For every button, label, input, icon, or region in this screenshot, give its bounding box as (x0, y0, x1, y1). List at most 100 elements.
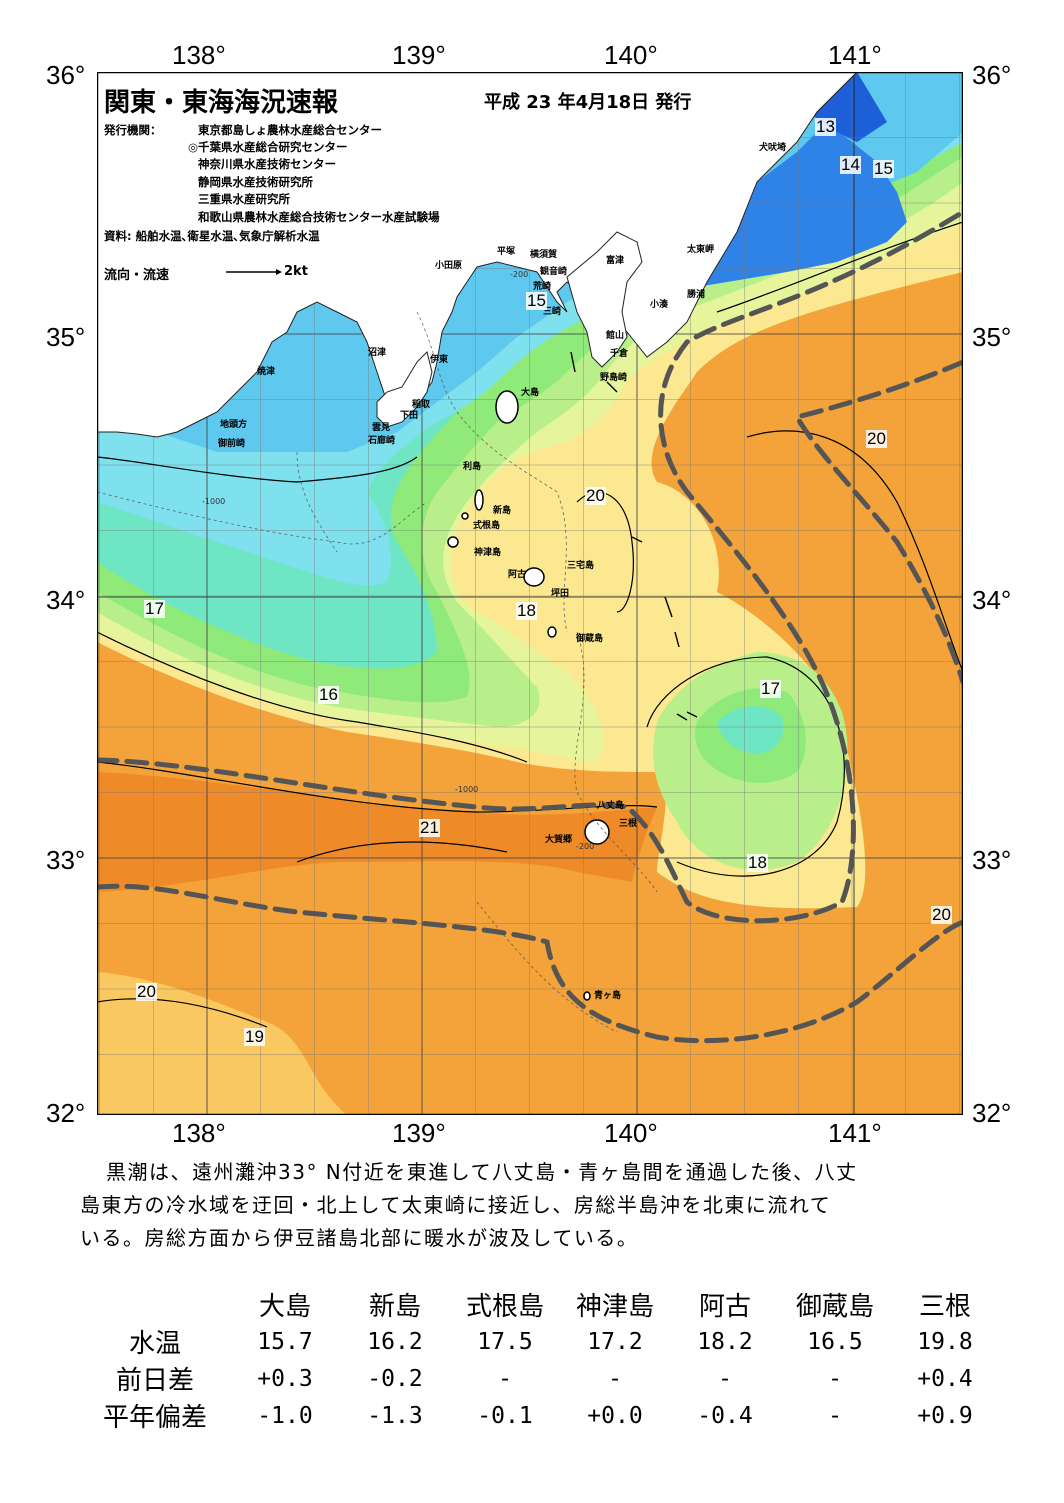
current-arrow (631, 536, 643, 543)
kozushima-island (447, 536, 459, 548)
isotherm-line (296, 841, 508, 863)
place-oshima: 大島 (521, 388, 540, 398)
place-inubozaki: 犬吠埼 (759, 143, 787, 153)
current-arrow (570, 351, 576, 373)
niijima-island (474, 489, 484, 511)
table-cell: - (498, 1365, 512, 1392)
lat-label-36-right: 36° (972, 60, 1012, 90)
table-cell: - (608, 1365, 622, 1392)
station-niijima: 新島 (368, 1292, 421, 1322)
lon-label-139: 139° (392, 40, 446, 70)
kuroshio-axis-south (97, 883, 963, 1044)
row-label: 前日差 (115, 1366, 194, 1396)
lon-label-141: 141° (828, 40, 882, 70)
table-cell: +0.9 (917, 1402, 973, 1429)
summary-line-3: いる。房総方面から伊豆諸島北部に暖水が波及している。 (80, 1226, 639, 1250)
kuroshio-axis (97, 209, 963, 1044)
place-yaizu: 焼津 (257, 367, 276, 377)
miyakejima-island (523, 567, 545, 587)
isotherm-label: 17 (760, 679, 781, 698)
map-title: 関東・東海海況速報 (104, 88, 339, 118)
place-aogashima: 青ヶ島 (594, 991, 622, 1001)
place-inatori: 稲取 (412, 400, 431, 410)
mikurajima-island (547, 626, 557, 638)
current-arrow (676, 713, 688, 721)
place-tsubota: 坪田 (551, 589, 570, 599)
isotherm-label: 15 (526, 291, 547, 310)
depth-label: -200 (510, 270, 529, 279)
kuroshio-axis-main (97, 209, 963, 924)
place-taitozaki: 太東岬 (687, 245, 715, 255)
place-arasaki: 荒崎 (533, 282, 552, 292)
station-oshima: 大島 (258, 1292, 311, 1322)
table-row-anomaly: 平年偏差 -1.0 -1.3 -0.1 +0.0 -0.4 - +0.9 (80, 1397, 1000, 1434)
place-kannonzaki: 観音崎 (540, 267, 568, 277)
issuer-1: 東京都島しょ農林水産総合センター (198, 123, 382, 137)
place-shimoda: 下田 (400, 411, 419, 421)
place-mikurajima: 御蔵島 (576, 634, 604, 644)
depth-label: -1000 (455, 785, 479, 794)
table-cell: - (828, 1365, 842, 1392)
lat-label-33: 33° (46, 845, 86, 875)
issuer-label: 発行機関： (104, 123, 162, 137)
summary-line-2: 島東方の冷水域を迂回・北上して太東崎に接近し、房総半島沖を北東に流れて (80, 1193, 832, 1217)
lat-label-32-right: 32° (972, 1098, 1012, 1128)
isotherm-line (97, 631, 528, 763)
table-cell: -0.1 (477, 1402, 533, 1429)
lon-label-140: 140° (604, 40, 658, 70)
place-katsuura: 勝浦 (687, 290, 706, 300)
shikinejima-island (461, 512, 469, 520)
issuer-2: ◎千葉県水産総合研究センター (188, 140, 348, 154)
place-numazu: 沼津 (368, 348, 387, 358)
data-sources: 資料: 船舶水温､衛星水温､気象庁解析水温 (104, 229, 320, 243)
row-label: 平年偏差 (102, 1403, 207, 1433)
isotherm-label: 14 (840, 155, 861, 174)
current-legend-label: 流向・流速 (104, 268, 170, 283)
isotherm-label: 18 (516, 601, 537, 620)
place-ito: 伊東 (430, 355, 449, 365)
hachijojima-island (584, 819, 610, 845)
issue-date: 平成 23 年4月18日 発行 (484, 92, 692, 113)
isotherm-label: 17 (144, 599, 165, 618)
place-toshima: 利島 (463, 462, 482, 472)
station-ako: 阿古 (698, 1292, 751, 1322)
table-cell: +0.0 (587, 1402, 643, 1429)
depth-contour (296, 451, 338, 553)
lat-label-34-right: 34° (972, 585, 1012, 615)
table-cell: -0.2 (367, 1365, 423, 1392)
station-kozushima: 神津島 (575, 1292, 654, 1322)
table-cell: -0.4 (697, 1402, 753, 1429)
isotherm-label: 15 (873, 159, 894, 178)
issuer-5: 三重県水産研究所 (198, 192, 290, 206)
isotherm-label: 20 (866, 429, 887, 448)
summary-text: 黒潮は、遠州灘沖33° N付近を東進して八丈島・青ヶ島間を通過した後、八丈 島東… (80, 1156, 1000, 1255)
table-cell: -1.3 (367, 1402, 423, 1429)
table-cell: 16.2 (367, 1328, 423, 1355)
place-omaezaki: 御前崎 (218, 439, 246, 449)
sea-temperature-map (97, 72, 963, 1115)
place-mera: 雲見 (372, 423, 391, 433)
table-cell: 19.8 (917, 1328, 973, 1355)
current-arrow (686, 711, 698, 718)
isotherm-label: 19 (244, 1027, 265, 1046)
isotherm-label: 20 (136, 982, 157, 1001)
oshima-island (495, 390, 519, 424)
lon-label-140-bottom: 140° (604, 1118, 658, 1148)
table-cell: 17.2 (587, 1328, 643, 1355)
cold-eddy-16-area (717, 706, 784, 754)
place-tateyama: 館山 (606, 331, 625, 341)
lat-label-35-right: 35° (972, 322, 1012, 352)
row-label: 水温 (128, 1329, 181, 1359)
table-cell: 16.5 (807, 1328, 863, 1355)
depth-contour (97, 491, 428, 545)
place-nojimazaki: 野島崎 (600, 373, 628, 383)
lat-label-34: 34° (46, 585, 86, 615)
isotherm-label: 20 (931, 905, 952, 924)
depth-label: -200 (576, 842, 595, 851)
table-cell: 17.5 (477, 1328, 533, 1355)
depth-contour (416, 311, 568, 633)
place-kominato: 小湊 (650, 300, 669, 310)
table-cell: +0.4 (917, 1365, 973, 1392)
isotherm-label: 20 (585, 486, 606, 505)
bathymetry-contours (97, 311, 658, 1033)
